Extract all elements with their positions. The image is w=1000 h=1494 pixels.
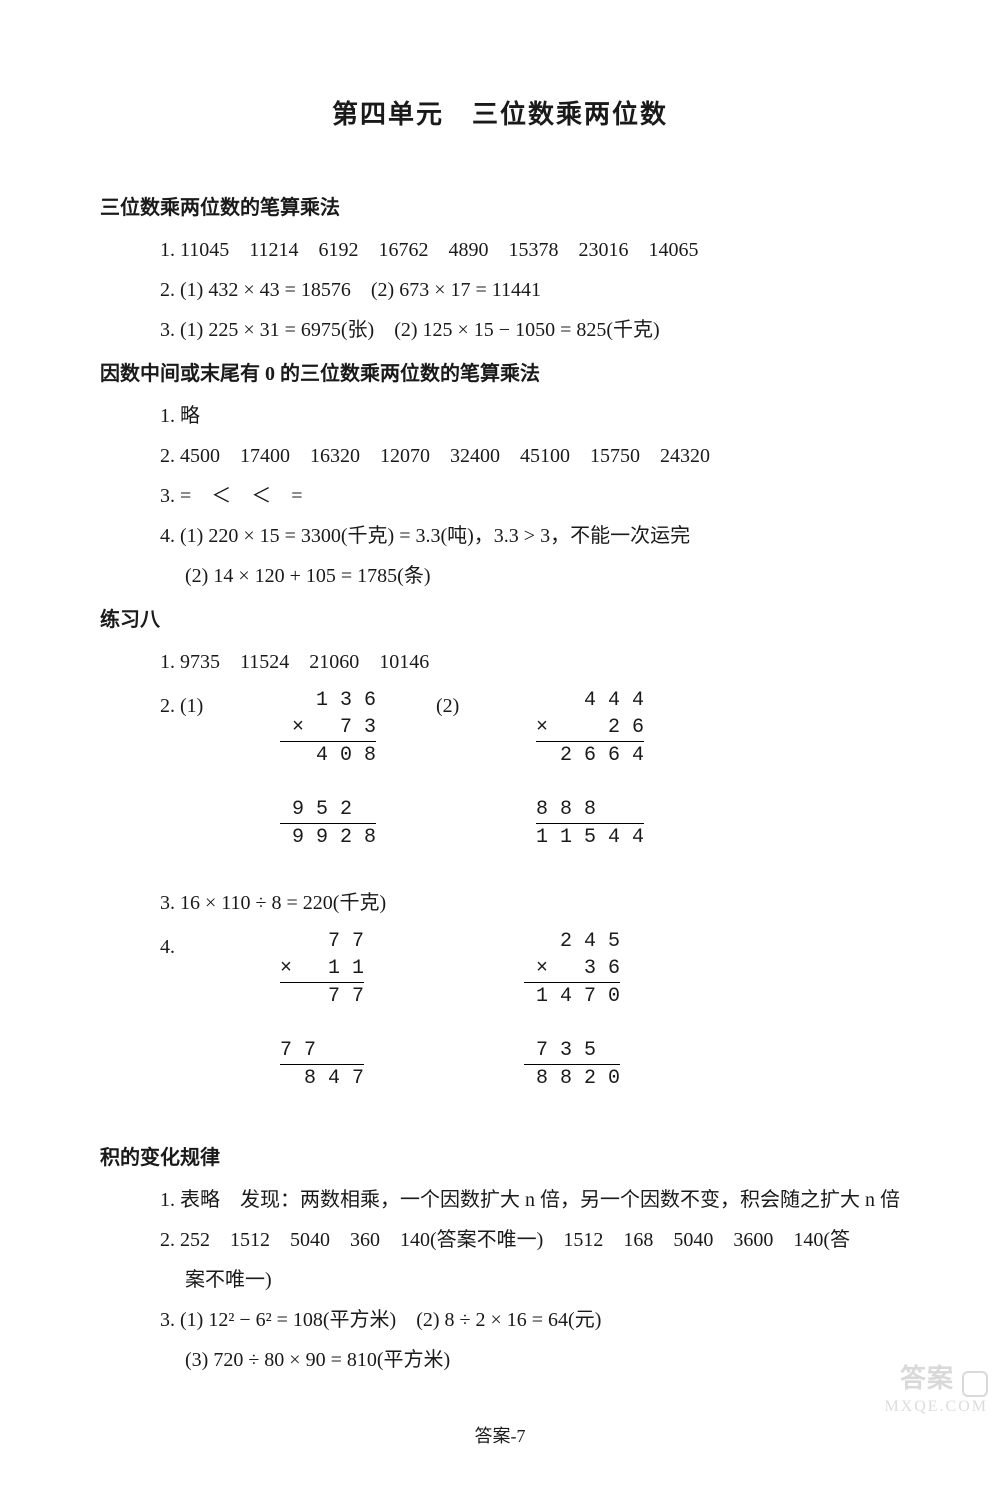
- answer-line: 案不唯一): [160, 1261, 900, 1299]
- vertical-calc: 4 4 4 × 2 6 2 6 6 4 8 8 8 1 1 5 4 4: [536, 687, 644, 878]
- section-heading-2: 因数中间或末尾有 0 的三位数乘两位数的笔算乘法: [100, 355, 900, 393]
- vertical-calc-group-2: 4. 7 7 × 1 1 7 7 7 7 8 4 7 2 4 5 × 3 6 1…: [100, 928, 900, 1119]
- answer-line: (2) 14 × 120 + 105 = 1785(条): [160, 557, 900, 595]
- section-heading-3: 练习八: [100, 601, 900, 639]
- section-heading-4: 积的变化规律: [100, 1139, 900, 1177]
- answer-line: 2. (1) 432 × 43 = 18576 (2) 673 × 17 = 1…: [160, 271, 900, 309]
- vertical-calc: 7 7 × 1 1 7 7 7 7 8 4 7: [280, 928, 364, 1119]
- answer-line: 2. 252 1512 5040 360 140(答案不唯一) 1512 168…: [160, 1221, 900, 1259]
- watermark-logo-icon: [962, 1371, 988, 1397]
- answer-line: 1. 表略 发现：两数相乘，一个因数扩大 n 倍，另一个因数不变，积会随之扩大 …: [160, 1181, 900, 1219]
- answer-line: 1. 9735 11524 21060 10146: [160, 643, 900, 681]
- answer-line: 2. 4500 17400 16320 12070 32400 45100 15…: [160, 437, 900, 475]
- answer-line: 4. (1) 220 × 15 = 3300(千克) = 3.3(吨)，3.3 …: [160, 517, 900, 555]
- vertical-calc: 2 4 5 × 3 6 1 4 7 0 7 3 5 8 8 2 0: [524, 928, 620, 1119]
- vertical-calc-group-1: 2. (1) 1 3 6 × 7 3 4 0 8 9 5 2 9 9 2 8 (…: [100, 687, 900, 878]
- calc-label: (2): [436, 687, 476, 725]
- page-footer: 答案-7: [100, 1419, 900, 1453]
- answer-line: 3. (1) 225 × 31 = 6975(张) (2) 125 × 15 −…: [160, 311, 900, 349]
- calc-label: 4.: [160, 928, 220, 966]
- answer-line: (3) 720 ÷ 80 × 90 = 810(平方米): [160, 1341, 900, 1379]
- section-heading-1: 三位数乘两位数的笔算乘法: [100, 189, 900, 227]
- unit-title: 第四单元 三位数乘两位数: [100, 90, 900, 139]
- watermark-url: MXQE.COM: [884, 1397, 988, 1416]
- calc-label: 2. (1): [160, 687, 220, 725]
- vertical-calc: 1 3 6 × 7 3 4 0 8 9 5 2 9 9 2 8: [280, 687, 376, 878]
- answer-line: 3. 16 × 110 ÷ 8 = 220(千克): [160, 884, 900, 922]
- answer-line: 3. (1) 12² − 6² = 108(平方米) (2) 8 ÷ 2 × 1…: [160, 1301, 900, 1339]
- answer-line: 1. 11045 11214 6192 16762 4890 15378 230…: [160, 231, 900, 269]
- watermark: 答案 MXQE.COM: [884, 1363, 988, 1416]
- watermark-text: 答案: [900, 1364, 954, 1393]
- page-content: 第四单元 三位数乘两位数 三位数乘两位数的笔算乘法 1. 11045 11214…: [0, 0, 1000, 1494]
- answer-line: 3. = ＜ ＜ =: [160, 477, 900, 515]
- answer-line: 1. 略: [160, 397, 900, 435]
